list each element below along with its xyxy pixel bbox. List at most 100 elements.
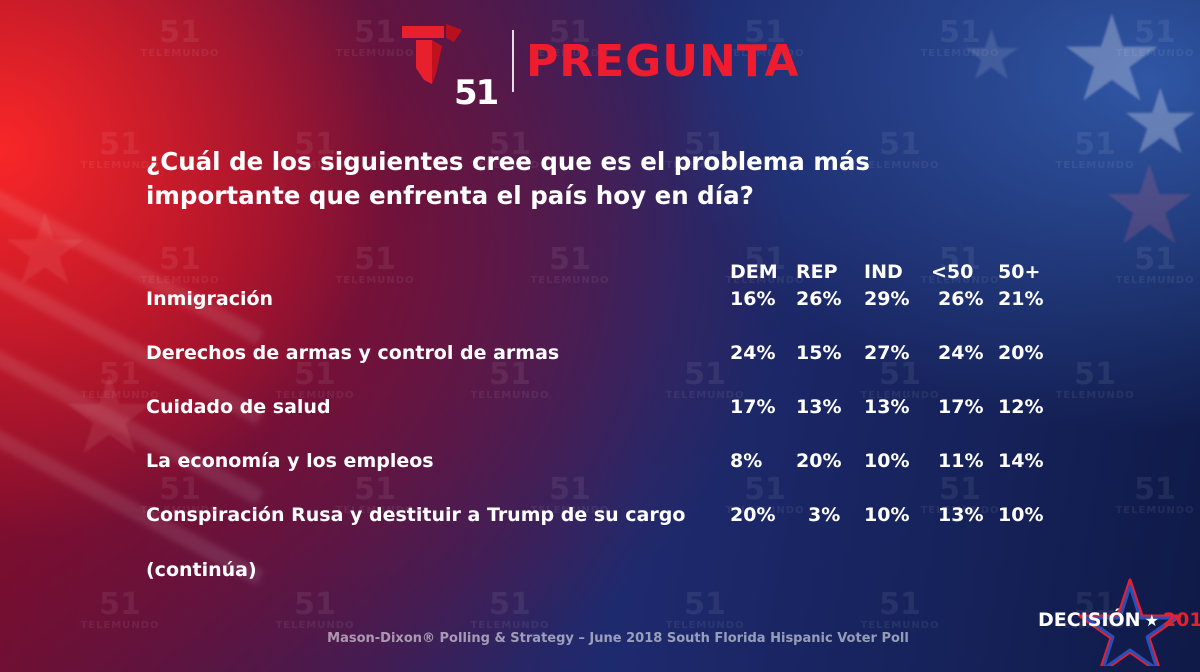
watermark-number: 51 bbox=[99, 127, 141, 162]
telemundo-watermark: 51 TELEMUNDO bbox=[465, 360, 555, 402]
watermark-word: TELEMUNDO bbox=[665, 620, 745, 631]
row-label: Cuidado de salud bbox=[146, 396, 331, 418]
watermark-number: 51 bbox=[159, 242, 201, 277]
column-header-dem: DEM bbox=[730, 261, 778, 283]
watermark-word: TELEMUNDO bbox=[335, 505, 415, 516]
telemundo-watermark: 51 TELEMUNDO bbox=[1110, 15, 1200, 60]
row-label: Conspiración Rusa y destituir a Trump de… bbox=[146, 504, 686, 526]
column-header-50-plus: 50+ bbox=[998, 261, 1041, 283]
watermark-word: TELEMUNDO bbox=[860, 160, 940, 171]
watermark-number: 51 bbox=[159, 472, 201, 507]
star-icon bbox=[1078, 578, 1182, 666]
watermark-number: 51 bbox=[489, 127, 531, 162]
cell-under-50: 26% bbox=[938, 288, 984, 310]
watermark-number: 51 bbox=[549, 472, 591, 507]
telemundo-watermark: 51 TELEMUNDO bbox=[270, 590, 360, 632]
telemundo-watermark: 51 TELEMUNDO bbox=[270, 127, 360, 172]
watermark-word: TELEMUNDO bbox=[725, 505, 805, 516]
row-label: Inmigración bbox=[146, 288, 274, 310]
telemundo-watermark: 51 TELEMUNDO bbox=[915, 245, 1005, 287]
telemundo-watermark: 51 TELEMUNDO bbox=[525, 472, 615, 517]
telemundo-watermark: 51 TELEMUNDO bbox=[465, 127, 555, 172]
watermark-word: TELEMUNDO bbox=[275, 390, 355, 401]
telemundo-watermark: 51 TELEMUNDO bbox=[75, 587, 165, 632]
watermark-word: TELEMUNDO bbox=[275, 620, 355, 631]
cell-under-50: 13% bbox=[938, 504, 984, 526]
watermark-word: TELEMUNDO bbox=[275, 160, 355, 171]
star-icon: ★ bbox=[1120, 70, 1200, 175]
telemundo-watermark: 51 TELEMUNDO bbox=[1050, 130, 1140, 172]
continued-label: (continúa) bbox=[146, 559, 257, 581]
telemundo-watermark: 51 TELEMUNDO bbox=[525, 18, 615, 60]
watermark-number: 51 bbox=[294, 357, 336, 392]
badge-word: DECISIÓN bbox=[1038, 609, 1141, 631]
watermark-number: 51 bbox=[99, 357, 141, 392]
watermark-word: TELEMUNDO bbox=[1055, 390, 1135, 401]
watermark-number: 51 bbox=[1074, 357, 1116, 392]
cell-dem: 16% bbox=[730, 288, 776, 310]
watermark-word: TELEMUNDO bbox=[335, 48, 415, 59]
row-label: La economía y los empleos bbox=[146, 450, 434, 472]
telemundo-watermark: 51 TELEMUNDO bbox=[330, 472, 420, 517]
question-text: ¿Cuál de los siguientes cree que es el p… bbox=[146, 147, 870, 210]
watermark-word: TELEMUNDO bbox=[1115, 48, 1195, 59]
telemundo-watermark: 51 TELEMUNDO bbox=[1110, 245, 1200, 287]
watermark-number: 51 bbox=[879, 357, 921, 392]
cell-50-plus: 14% bbox=[998, 450, 1044, 472]
cell-50-plus: 21% bbox=[998, 288, 1044, 310]
telemundo-watermark: 51 TELEMUNDO bbox=[1110, 472, 1200, 517]
watermark-number: 51 bbox=[744, 242, 786, 277]
watermark-number: 51 bbox=[684, 357, 726, 392]
watermark-word: TELEMUNDO bbox=[470, 390, 550, 401]
telemundo-watermark: 51 TELEMUNDO bbox=[660, 130, 750, 172]
telemundo-watermark: 51 TELEMUNDO bbox=[525, 245, 615, 287]
channel-logo: 51 bbox=[402, 24, 508, 110]
star-icon: ★ bbox=[1058, 0, 1166, 129]
cell-ind: 27% bbox=[864, 342, 910, 364]
watermark-word: TELEMUNDO bbox=[140, 505, 220, 516]
watermark-number: 51 bbox=[879, 127, 921, 162]
telemundo-watermark: 51 TELEMUNDO bbox=[720, 475, 810, 517]
telemundo-watermark: 51 TELEMUNDO bbox=[465, 590, 555, 632]
watermark-number: 51 bbox=[294, 127, 336, 162]
watermark-word: TELEMUNDO bbox=[80, 390, 160, 401]
column-header-rep: REP bbox=[796, 261, 838, 283]
watermark-word: TELEMUNDO bbox=[725, 275, 805, 286]
cell-rep: 13% bbox=[796, 396, 842, 418]
telemundo-watermark: 51 TELEMUNDO bbox=[330, 242, 420, 287]
telemundo-watermark: 51 TELEMUNDO bbox=[915, 18, 1005, 60]
decision-2018-badge: DECISIÓN★2018 bbox=[1020, 578, 1200, 666]
badge-year: 2018 bbox=[1162, 609, 1200, 631]
cell-rep: 15% bbox=[796, 342, 842, 364]
cell-dem: 20% bbox=[730, 504, 776, 526]
watermark-word: TELEMUNDO bbox=[530, 48, 610, 59]
cell-ind: 29% bbox=[864, 288, 910, 310]
telemundo-t-logo-icon bbox=[402, 24, 462, 84]
watermark-word: TELEMUNDO bbox=[1115, 505, 1195, 516]
cell-50-plus: 20% bbox=[998, 342, 1044, 364]
watermark-number: 51 bbox=[354, 15, 396, 50]
cell-rep: 26% bbox=[796, 288, 842, 310]
watermark-word: TELEMUNDO bbox=[920, 275, 1000, 286]
watermark-number: 51 bbox=[1134, 472, 1176, 507]
cell-dem: 17% bbox=[730, 396, 776, 418]
watermark-word: TELEMUNDO bbox=[1055, 160, 1135, 171]
star-icon: ★ bbox=[1100, 141, 1199, 269]
watermark-number: 51 bbox=[354, 242, 396, 277]
watermark-number: 51 bbox=[354, 472, 396, 507]
header-divider bbox=[512, 30, 514, 92]
telemundo-watermark: 51 TELEMUNDO bbox=[135, 15, 225, 60]
watermark-number: 51 bbox=[1134, 15, 1176, 50]
cell-ind: 10% bbox=[864, 450, 910, 472]
telemundo-watermark: 51 TELEMUNDO bbox=[1050, 357, 1140, 402]
watermark-word: TELEMUNDO bbox=[140, 275, 220, 286]
telemundo-watermark: 51 TELEMUNDO bbox=[330, 15, 420, 60]
cell-dem: 8% bbox=[730, 450, 763, 472]
cell-rep: 3% bbox=[808, 504, 841, 526]
watermark-number: 51 bbox=[99, 587, 141, 622]
watermark-word: TELEMUNDO bbox=[470, 160, 550, 171]
watermark-word: TELEMUNDO bbox=[80, 620, 160, 631]
watermark-number: 51 bbox=[159, 15, 201, 50]
cell-ind: 10% bbox=[864, 504, 910, 526]
